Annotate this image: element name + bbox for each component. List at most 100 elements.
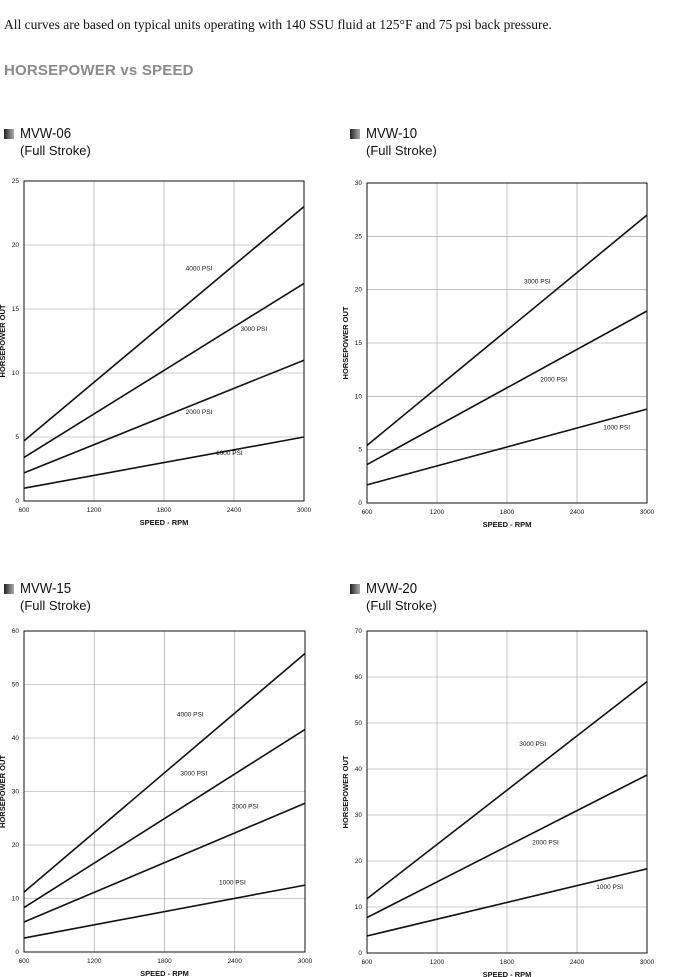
x-tick-label: 3000 xyxy=(640,509,655,516)
chart-header-mvw-15: MVW-15 (Full Stroke) xyxy=(4,580,91,613)
x-tick-label: 3000 xyxy=(297,507,312,514)
x-tick-label: 2400 xyxy=(227,507,242,514)
y-tick-label: 0 xyxy=(15,949,19,956)
series-label: 2000 PSI xyxy=(540,376,567,383)
series-label: 3000 PSI xyxy=(524,278,551,285)
chart-title: MVW-10 xyxy=(366,125,418,142)
series-label: 2000 PSI xyxy=(186,409,213,416)
x-axis-label: SPEED - RPM xyxy=(483,520,532,529)
y-tick-label: 50 xyxy=(355,720,363,727)
series-label: 3000 PSI xyxy=(519,741,546,748)
x-tick-label: 1200 xyxy=(430,509,445,516)
series-label: 3000 PSI xyxy=(240,326,267,333)
chart-title: MVW-20 xyxy=(366,580,418,597)
chart-header-mvw-06: MVW-06 (Full Stroke) xyxy=(4,125,91,158)
y-tick-label: 15 xyxy=(355,340,363,347)
series-line xyxy=(23,436,305,489)
chart-subtitle: (Full Stroke) xyxy=(366,598,437,613)
y-tick-label: 70 xyxy=(355,628,363,635)
series-line xyxy=(366,310,648,466)
y-axis-label: HORSEPOWER OUT xyxy=(0,755,7,828)
y-tick-label: 0 xyxy=(15,498,19,505)
y-axis-label: HORSEPOWER OUT xyxy=(0,304,7,377)
y-tick-label: 60 xyxy=(355,674,363,681)
x-tick-label: 1800 xyxy=(500,959,515,966)
series-label: 3000 PSI xyxy=(180,770,207,777)
y-tick-label: 25 xyxy=(355,233,363,240)
x-tick-label: 2400 xyxy=(228,958,243,965)
y-tick-label: 10 xyxy=(12,896,20,903)
x-tick-label: 1800 xyxy=(500,509,515,516)
series-line xyxy=(366,868,648,937)
chart-subtitle: (Full Stroke) xyxy=(20,143,91,158)
series-line xyxy=(23,728,306,909)
x-tick-label: 2400 xyxy=(570,959,585,966)
series-label: 1000 PSI xyxy=(216,450,243,457)
plot-frame xyxy=(23,180,305,502)
series-label: 4000 PSI xyxy=(186,266,213,273)
x-tick-label: 3000 xyxy=(298,958,313,965)
plot-frame xyxy=(23,630,306,953)
x-tick-label: 1800 xyxy=(157,507,172,514)
y-tick-label: 25 xyxy=(12,178,20,185)
chart-title: MVW-06 xyxy=(20,125,72,142)
series-line xyxy=(23,282,305,459)
y-tick-label: 30 xyxy=(355,812,363,819)
series-line xyxy=(23,802,306,923)
y-tick-label: 20 xyxy=(12,842,20,849)
x-axis-label: SPEED - RPM xyxy=(140,969,189,977)
y-tick-label: 50 xyxy=(12,682,20,689)
series-label: 1000 PSI xyxy=(596,884,623,891)
y-tick-label: 5 xyxy=(15,434,19,441)
bullet-square-icon xyxy=(350,128,360,139)
series-line xyxy=(366,680,648,900)
series-line xyxy=(23,652,306,893)
plot-frame xyxy=(366,630,648,954)
series-label: 2000 PSI xyxy=(532,839,559,846)
x-tick-label: 1200 xyxy=(87,958,102,965)
chart-subtitle: (Full Stroke) xyxy=(366,143,437,158)
y-tick-label: 20 xyxy=(355,858,363,865)
x-axis-label: SPEED - RPM xyxy=(140,518,189,527)
series-label: 2000 PSI xyxy=(232,804,259,811)
chart-header-mvw-10: MVW-10 (Full Stroke) xyxy=(350,125,437,158)
x-tick-label: 600 xyxy=(362,509,373,516)
y-tick-label: 20 xyxy=(12,242,20,249)
series-label: 4000 PSI xyxy=(177,712,204,719)
y-tick-label: 0 xyxy=(358,500,362,507)
y-tick-label: 20 xyxy=(355,287,363,294)
y-tick-label: 60 xyxy=(12,628,20,635)
y-axis-label: HORSEPOWER OUT xyxy=(341,755,350,828)
x-tick-label: 1800 xyxy=(157,958,172,965)
y-axis-label: HORSEPOWER OUT xyxy=(341,306,350,379)
x-tick-label: 600 xyxy=(19,958,30,965)
operating-conditions-note: All curves are based on typical units op… xyxy=(4,17,552,32)
plot-frame xyxy=(366,182,648,504)
y-tick-label: 10 xyxy=(12,370,20,377)
y-tick-label: 30 xyxy=(355,180,363,187)
series-line xyxy=(366,408,648,486)
bullet-square-icon xyxy=(4,583,14,594)
chart-header-mvw-20: MVW-20 (Full Stroke) xyxy=(350,580,437,613)
y-tick-label: 5 xyxy=(358,447,362,454)
y-tick-label: 10 xyxy=(355,393,363,400)
series-line xyxy=(366,214,648,447)
series-line xyxy=(23,359,305,474)
y-tick-label: 40 xyxy=(355,766,363,773)
x-axis-label: SPEED - RPM xyxy=(483,970,532,977)
x-tick-label: 2400 xyxy=(570,509,585,516)
y-tick-label: 0 xyxy=(358,950,362,957)
x-tick-label: 600 xyxy=(362,959,373,966)
x-tick-label: 3000 xyxy=(640,959,655,966)
section-title: HORSEPOWER vs SPEED xyxy=(4,62,194,79)
chart-title: MVW-15 xyxy=(20,580,72,597)
chart-subtitle: (Full Stroke) xyxy=(20,598,91,613)
x-tick-label: 600 xyxy=(19,507,30,514)
series-line xyxy=(366,774,648,919)
y-tick-label: 10 xyxy=(355,904,363,911)
series-line xyxy=(23,884,306,939)
